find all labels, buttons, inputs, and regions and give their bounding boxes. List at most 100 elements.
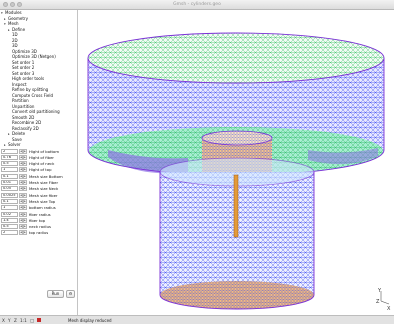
decrement-icon[interactable]: ◂ — [19, 186, 23, 192]
view-z-button[interactable]: Z — [14, 318, 17, 323]
increment-icon[interactable]: ▸ — [23, 173, 27, 179]
tree-item[interactable]: 2D — [8, 38, 18, 43]
decrement-icon[interactable]: ◂ — [19, 217, 23, 223]
tree-item[interactable]: ▸ Define — [8, 27, 25, 32]
view-y-button[interactable]: Y — [8, 318, 11, 323]
increment-icon[interactable]: ▸ — [23, 211, 27, 217]
decrement-icon[interactable]: ◂ — [19, 192, 23, 198]
increment-icon[interactable]: ▸ — [23, 198, 27, 204]
scale-one-button[interactable]: 1:1 — [20, 318, 27, 323]
tree-item[interactable]: ▸ Geometry — [4, 16, 28, 21]
expand-arrow-icon[interactable]: ▾ — [1, 11, 3, 15]
parameter-value-input[interactable]: 2 — [1, 148, 18, 154]
parameter-label: Hight of bottom — [29, 148, 60, 154]
view-x-button[interactable]: X — [2, 318, 5, 323]
tree-item-label: High order tools — [12, 76, 45, 81]
tree-item[interactable]: Set order 3 — [8, 71, 34, 76]
increment-icon[interactable]: ▸ — [23, 230, 27, 236]
expand-arrow-icon[interactable]: ▸ — [4, 143, 6, 147]
tree-item[interactable]: ▾ Modules — [1, 10, 22, 15]
tree-item[interactable]: High order tools — [8, 76, 44, 81]
tree-item[interactable]: ▸ Solver — [4, 142, 21, 147]
decrement-icon[interactable]: ◂ — [19, 154, 23, 160]
minimize-window-button[interactable] — [10, 2, 15, 7]
tree-item[interactable]: Convert old partitioning — [8, 109, 60, 114]
tree-item[interactable]: Partition — [8, 98, 29, 103]
parameter-value-input[interactable]: 0.02 — [1, 211, 18, 217]
tree-item[interactable]: Reclassify 2D — [8, 126, 39, 131]
expand-arrow-icon[interactable]: ▸ — [4, 16, 6, 21]
tree-item-label: Compute Cross Field — [12, 92, 53, 98]
record-icon[interactable] — [37, 318, 41, 322]
decrement-icon[interactable]: ◂ — [19, 198, 23, 204]
increment-icon[interactable]: ▸ — [23, 154, 27, 160]
parameter-value-input[interactable]: 0.01 — [1, 180, 18, 185]
tree-item[interactable]: Save — [8, 137, 22, 142]
parameter-value-input[interactable]: 1.4 — [1, 217, 18, 223]
decrement-icon[interactable]: ◂ — [19, 205, 23, 211]
increment-icon[interactable]: ▸ — [23, 192, 27, 198]
decrement-icon[interactable]: ◂ — [19, 180, 23, 185]
decrement-icon[interactable]: ◂ — [19, 224, 23, 230]
parameter-value-input[interactable]: 0.5 — [1, 224, 18, 230]
tree-item[interactable]: 1D — [8, 32, 18, 37]
zoom-window-button[interactable] — [17, 2, 22, 7]
tree-item[interactable]: ▸ Delete — [8, 131, 25, 136]
increment-icon[interactable]: ▸ — [23, 205, 27, 211]
increment-icon[interactable]: ▸ — [23, 161, 27, 167]
parameter-label: Hight of top — [29, 167, 52, 173]
parameter-value-input[interactable]: 0.1 — [1, 198, 18, 204]
tree-item[interactable]: Set order 1 — [8, 60, 34, 65]
increment-icon[interactable]: ▸ — [23, 217, 27, 223]
tree-item-label: Inspect — [12, 81, 27, 87]
decrement-icon[interactable]: ◂ — [19, 211, 23, 217]
parameter-value-input[interactable]: 0.76 — [1, 154, 18, 160]
decrement-icon[interactable]: ◂ — [19, 148, 23, 154]
tree-item[interactable]: Smooth 2D — [8, 115, 34, 120]
parameter-value-input[interactable]: 0.1 — [1, 173, 18, 179]
module-panel: ▾ Modules ▸ Geometry ▾ Mesh ▸ Define 1D 2D 3D Optim… — [0, 10, 78, 315]
parameter-value-input[interactable]: 0.5 — [1, 161, 18, 167]
close-window-button[interactable] — [3, 2, 8, 7]
increment-icon[interactable]: ▸ — [23, 148, 27, 154]
tree-item[interactable]: Compute Cross Field — [8, 93, 53, 98]
parameter-row: 0.76 ◂ ▸ Hight of fiber — [1, 154, 77, 161]
tree-item[interactable]: ▾ Mesh — [4, 21, 19, 26]
increment-icon[interactable]: ▸ — [23, 180, 27, 185]
parameter-value-input[interactable]: 2 — [1, 230, 18, 236]
parameter-label: Mesh size Bottom — [29, 173, 63, 179]
parameter-label: Mesh size Top — [29, 198, 56, 204]
parameter-value-input[interactable]: 0.0025 — [1, 192, 18, 198]
expand-arrow-icon[interactable]: ▸ — [8, 27, 10, 32]
increment-icon[interactable]: ▸ — [23, 186, 27, 192]
graphics-viewport[interactable]: Y Z X — [78, 10, 394, 315]
decrement-icon[interactable]: ◂ — [19, 167, 23, 173]
square-icon[interactable]: □ — [30, 318, 34, 323]
decrement-icon[interactable]: ◂ — [19, 230, 23, 236]
increment-icon[interactable]: ▸ — [23, 167, 27, 173]
tree-item[interactable]: Optimize 3D (Netgen) — [8, 54, 56, 59]
tree-item-label: Mesh — [8, 21, 19, 26]
decrement-icon[interactable]: ◂ — [19, 173, 23, 179]
parameter-value-input[interactable]: 1 — [1, 167, 18, 173]
tree-item[interactable]: Optimize 3D — [8, 49, 37, 54]
tree-item[interactable]: 3D — [8, 43, 18, 48]
expand-arrow-icon[interactable]: ▾ — [4, 22, 6, 26]
decrement-icon[interactable]: ◂ — [19, 161, 23, 167]
tree-item[interactable]: Recombine 2D — [8, 120, 41, 125]
parameter-label: top radius — [29, 230, 49, 236]
gear-icon[interactable]: ⚙ — [66, 290, 75, 298]
tree-item[interactable]: Unpartition — [8, 104, 34, 109]
axis-z-label: Z — [376, 299, 380, 305]
run-button[interactable]: Run — [47, 290, 64, 298]
parameter-row: 2 ◂ ▸ Hight of bottom — [1, 148, 77, 155]
tree-item[interactable]: Set order 2 — [8, 65, 34, 70]
increment-icon[interactable]: ▸ — [23, 224, 27, 230]
tree-item[interactable]: Inspect — [8, 82, 27, 87]
expand-arrow-icon[interactable]: ▸ — [8, 132, 10, 136]
parameter-value-input[interactable]: 0.05 — [1, 186, 18, 192]
parameter-row: 1.4 ◂ ▸ fiber top — [1, 217, 77, 224]
tree-item[interactable]: Refine by splitting — [8, 87, 48, 92]
parameter-value-input[interactable]: 1 — [1, 205, 18, 211]
axes-indicator: Y Z X — [376, 288, 391, 312]
